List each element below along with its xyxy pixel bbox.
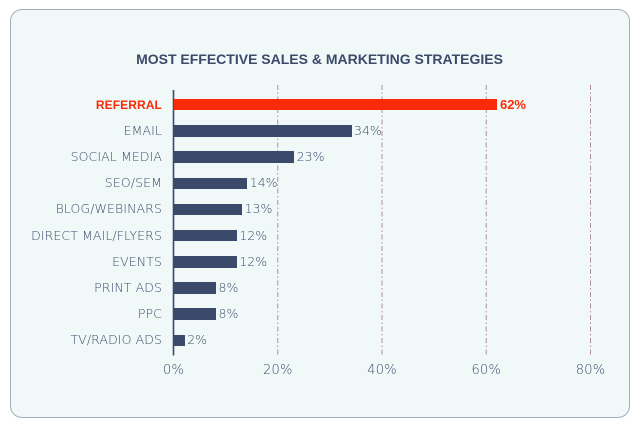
category-label-direct-mail-flyers: DIRECT MAIL/FLYERS [31, 227, 162, 243]
value-label-events: 12% [239, 253, 268, 269]
bar-print-ads [174, 282, 216, 294]
value-label-blog-webinars: 13% [244, 201, 273, 217]
category-label-events: EVENTS [112, 253, 162, 269]
category-label-email: EMAIL [123, 122, 162, 138]
value-label-social-media: 23% [296, 149, 325, 165]
bar-ppc [174, 308, 216, 320]
bar-events [174, 256, 237, 268]
value-label-print-ads: 8% [218, 280, 239, 296]
bar-tv-radio-ads [174, 334, 185, 347]
category-label-blog-webinars: BLOG/WEBINARS [55, 201, 162, 217]
x-tick-label-20pct: 20% [263, 363, 293, 378]
value-label-tv-radio-ads: 2% [187, 332, 208, 348]
chart-title: MOST EFFECTIVE SALES & MARKETING STRATEG… [136, 51, 503, 67]
bar-blog-webinars [174, 203, 243, 216]
chart-card [10, 9, 630, 418]
category-label-referral: REFERRAL [95, 97, 162, 112]
x-tick-label-0pct: 0% [162, 363, 185, 378]
value-label-ppc: 8% [218, 306, 239, 322]
x-tick-label-40pct: 40% [367, 363, 397, 378]
bar-email [174, 125, 352, 137]
bar-seo-sem [174, 177, 248, 190]
bar-direct-mail-flyers [174, 229, 237, 242]
bar-referral [174, 98, 498, 111]
value-label-referral: 62% [499, 96, 526, 112]
category-label-print-ads: PRINT ADS [94, 280, 162, 296]
category-label-ppc: PPC [137, 306, 162, 322]
x-tick-label-60pct: 60% [471, 363, 501, 378]
category-label-social-media: SOCIAL MEDIA [70, 149, 162, 165]
value-label-email: 34% [354, 122, 382, 138]
category-label-tv-radio-ads: TV/RADIO ADS [70, 332, 162, 348]
value-label-seo-sem: 14% [249, 175, 278, 191]
value-label-direct-mail-flyers: 12% [239, 227, 268, 243]
category-label-seo-sem: SEO/SEM [104, 175, 162, 191]
x-tick-label-80pct: 80% [575, 363, 606, 378]
bar-social-media [174, 151, 295, 163]
